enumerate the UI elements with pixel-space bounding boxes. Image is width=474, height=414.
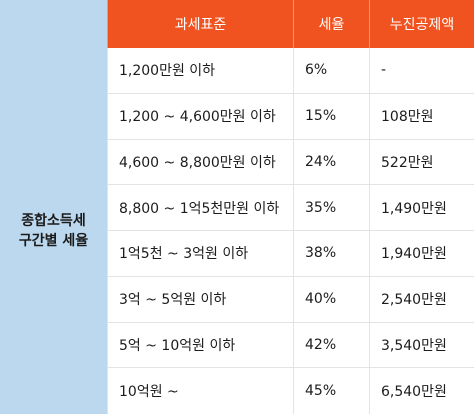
table-row-3-base: 4,600 ~ 8,800만원 이하 bbox=[107, 139, 293, 186]
table-row-6-deduction: 2,540만원 bbox=[369, 276, 474, 323]
header-progressive-deduction: 누진공제액 bbox=[369, 0, 474, 48]
table-row-1-deduction: - bbox=[369, 48, 474, 94]
table-row-2-deduction: 108만원 bbox=[369, 93, 474, 140]
table-row-8-deduction: 6,540만원 bbox=[369, 368, 474, 414]
table-row-1-rate: 6% bbox=[293, 48, 369, 94]
table-row-5-base: 1억5천 ~ 3억원 이하 bbox=[107, 231, 293, 277]
side-label-line-1: 종합소득세 bbox=[21, 213, 86, 229]
table-row-2-base: 1,200 ~ 4,600만원 이하 bbox=[107, 93, 293, 140]
table-row-7-deduction: 3,540만원 bbox=[369, 322, 474, 369]
table-row-6-base: 3억 ~ 5억원 이하 bbox=[107, 276, 293, 323]
table-row-4-deduction: 1,490만원 bbox=[369, 185, 474, 231]
corner-cell bbox=[0, 0, 107, 48]
table-row-2-rate: 15% bbox=[293, 93, 369, 140]
table-row-3-deduction: 522만원 bbox=[369, 139, 474, 186]
table-row-5-deduction: 1,940만원 bbox=[369, 231, 474, 277]
table-row-4-rate: 35% bbox=[293, 185, 369, 231]
header-tax-base: 과세표준 bbox=[107, 0, 293, 48]
side-label-line-2: 구간별 세율 bbox=[18, 233, 89, 249]
table-row-7-base: 5억 ~ 10억원 이하 bbox=[107, 322, 293, 369]
table-row-3-rate: 24% bbox=[293, 139, 369, 186]
table-row-7-rate: 42% bbox=[293, 322, 369, 369]
table-row-5-rate: 38% bbox=[293, 231, 369, 277]
side-label: 종합소득세 구간별 세율 bbox=[0, 48, 107, 414]
table-row-4-base: 8,800 ~ 1억5천만원 이하 bbox=[107, 185, 293, 231]
table-row-1-base: 1,200만원 이하 bbox=[107, 48, 293, 94]
table-row-8-base: 10억원 ~ bbox=[107, 368, 293, 414]
header-tax-rate: 세율 bbox=[293, 0, 369, 48]
table-row-8-rate: 45% bbox=[293, 368, 369, 414]
table-row-6-rate: 40% bbox=[293, 276, 369, 323]
